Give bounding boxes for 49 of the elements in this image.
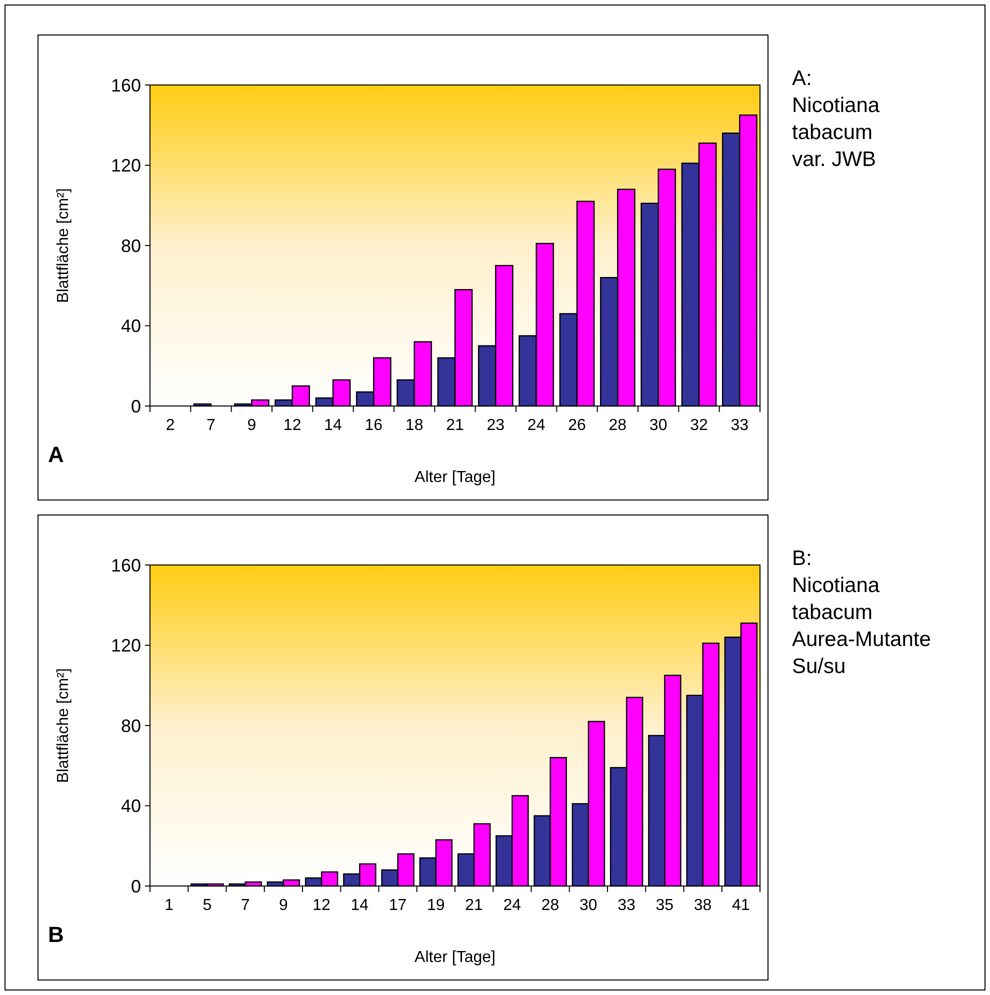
x-tick-label: 7 [206, 417, 216, 434]
y-tick-label: 80 [120, 236, 141, 256]
x-tick-label: 21 [446, 417, 464, 434]
x-tick-label: 28 [541, 897, 560, 914]
y-axis-title: Blattfläche [cm²] [55, 668, 72, 783]
text: B: Nicotiana tabacum Aurea-Mutante Su/su [792, 547, 931, 678]
x-axis-title: Alter [Tage] [414, 469, 496, 486]
x-tick-label: 2 [166, 417, 175, 434]
y-tick-label: 80 [120, 716, 141, 736]
text: A [48, 442, 64, 467]
x-tick-label: 17 [388, 897, 407, 914]
x-tick-label: 32 [690, 417, 708, 434]
x-tick-label: 24 [527, 417, 546, 434]
y-axis-title: Blattfläche [cm²] [55, 188, 72, 303]
x-tick-label: 14 [350, 897, 369, 914]
x-tick-label: 41 [732, 897, 750, 914]
y-tick-label: 0 [130, 396, 141, 416]
text: B [48, 922, 64, 947]
y-tick-label: 120 [110, 636, 141, 656]
x-tick-label: 30 [580, 897, 598, 914]
x-tick-label: 12 [312, 897, 331, 914]
y-tick-label: 40 [120, 316, 141, 336]
x-axis-title: Alter [Tage] [414, 949, 496, 966]
x-tick-label: 5 [202, 897, 212, 914]
y-tick-label: 40 [120, 796, 141, 816]
x-tick-label: 24 [503, 897, 522, 914]
x-tick-label: 35 [656, 897, 674, 914]
x-tick-label: 33 [730, 417, 749, 434]
x-tick-label: 23 [486, 417, 505, 434]
x-tick-label: 38 [694, 897, 712, 914]
x-tick-label: 9 [278, 897, 288, 914]
y-tick-label: 160 [110, 75, 141, 96]
y-tick-label: 120 [110, 156, 141, 176]
x-tick-label: 26 [568, 417, 586, 434]
y-tick-label: 160 [110, 555, 141, 576]
x-tick-label: 28 [608, 417, 627, 434]
text: A: Nicotiana tabacum var. JWB [792, 67, 880, 171]
x-tick-label: 21 [465, 897, 484, 914]
x-tick-label: 30 [649, 417, 668, 434]
x-tick-label: 12 [283, 417, 302, 434]
x-tick-label: 7 [240, 897, 250, 914]
x-tick-label: 18 [405, 417, 424, 434]
x-tick-label: 1 [164, 897, 174, 914]
x-tick-label: 9 [247, 417, 256, 434]
x-tick-label: 14 [324, 417, 342, 434]
x-tick-label: 19 [427, 897, 445, 914]
y-tick-label: 0 [130, 876, 141, 896]
x-tick-label: 16 [364, 417, 383, 434]
x-tick-label: 33 [618, 897, 636, 914]
